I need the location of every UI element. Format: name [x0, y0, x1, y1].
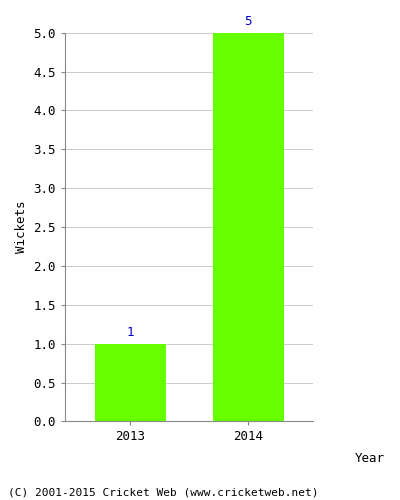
- Bar: [95, 344, 166, 421]
- Text: Year: Year: [355, 452, 385, 465]
- Text: 5: 5: [244, 15, 252, 28]
- Text: 1: 1: [126, 326, 134, 339]
- Text: (C) 2001-2015 Cricket Web (www.cricketweb.net): (C) 2001-2015 Cricket Web (www.cricketwe…: [8, 488, 318, 498]
- Y-axis label: Wickets: Wickets: [15, 201, 28, 254]
- Bar: [213, 32, 284, 422]
